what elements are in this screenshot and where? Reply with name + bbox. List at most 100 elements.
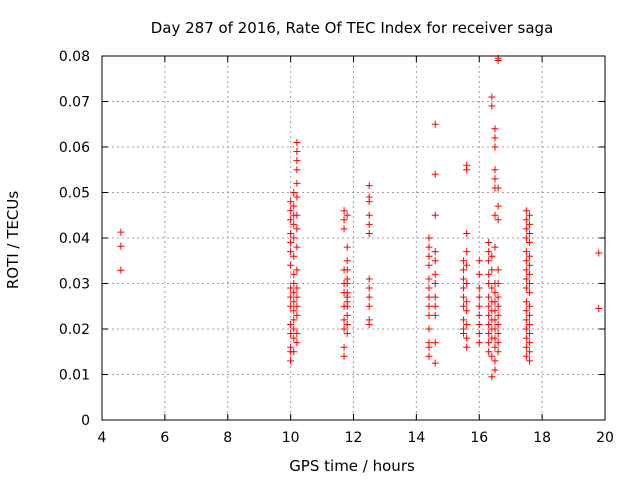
- data-point: [343, 266, 351, 274]
- data-point: [485, 339, 493, 347]
- data-point: [526, 289, 534, 297]
- data-point: [117, 228, 125, 236]
- grid: [102, 56, 605, 420]
- data-point: [485, 311, 493, 319]
- data-point: [526, 339, 534, 347]
- data-point: [293, 138, 301, 146]
- data-point: [365, 211, 373, 219]
- data-point: [485, 330, 493, 338]
- x-tick-label: 6: [160, 430, 169, 446]
- data-point: [431, 211, 439, 219]
- data-point: [463, 307, 471, 315]
- data-point: [526, 311, 534, 319]
- data-point: [460, 293, 468, 301]
- data-point: [491, 134, 499, 142]
- data-point: [491, 366, 499, 374]
- data-point: [491, 307, 499, 315]
- data-point: [431, 280, 439, 287]
- data-point: [463, 166, 471, 174]
- x-tick-label: 20: [596, 430, 614, 446]
- data-point: [293, 243, 301, 251]
- data-point: [491, 343, 499, 351]
- data-point: [431, 248, 439, 256]
- data-point: [522, 307, 530, 315]
- data-point: [365, 220, 373, 228]
- data-point: [526, 229, 534, 237]
- data-point: [365, 275, 373, 283]
- data-point: [287, 248, 295, 256]
- data-point: [526, 252, 534, 260]
- x-tick-label: 8: [223, 430, 232, 446]
- data-point: [343, 243, 351, 251]
- data-point: [463, 320, 471, 328]
- data-point: [491, 243, 499, 251]
- data-point: [425, 243, 433, 251]
- data-point: [522, 225, 530, 233]
- data-point: [463, 280, 471, 287]
- data-point: [475, 320, 483, 328]
- data-point: [425, 293, 433, 301]
- data-point: [494, 348, 502, 356]
- data-point: [340, 207, 348, 215]
- data-point: [425, 284, 433, 292]
- data-point: [485, 348, 493, 356]
- data-point: [460, 302, 468, 310]
- data-point: [526, 302, 534, 310]
- data-point: [431, 257, 439, 265]
- x-tick-label: 14: [407, 430, 425, 446]
- data-point: [485, 293, 493, 301]
- y-tick-label: 0.04: [59, 231, 90, 247]
- data-point: [287, 302, 295, 310]
- data-point: [293, 179, 301, 187]
- data-point: [425, 343, 433, 351]
- data-point: [343, 280, 351, 287]
- data-point: [343, 311, 351, 319]
- data-point: [287, 198, 295, 206]
- data-point: [494, 184, 502, 192]
- data-point: [290, 270, 298, 278]
- data-point: [431, 359, 439, 367]
- data-point: [287, 207, 295, 215]
- data-point: [494, 293, 502, 301]
- data-point: [425, 325, 433, 333]
- x-axis-label: GPS time / hours: [289, 457, 415, 475]
- data-point: [494, 280, 502, 287]
- data-point: [340, 216, 348, 224]
- data-point: [522, 325, 530, 333]
- data-point: [287, 261, 295, 269]
- data-point: [343, 302, 351, 310]
- data-point: [595, 305, 603, 313]
- data-point: [293, 148, 301, 156]
- data-point: [431, 302, 439, 310]
- x-tick-label: 10: [282, 430, 300, 446]
- data-point: [485, 320, 493, 328]
- data-point: [293, 311, 301, 319]
- data-point: [365, 284, 373, 292]
- data-point: [460, 316, 468, 324]
- x-tick-label: 16: [470, 430, 488, 446]
- data-point: [365, 229, 373, 237]
- data-point: [488, 352, 496, 360]
- data-point: [488, 102, 496, 110]
- data-point: [431, 270, 439, 278]
- y-tick-label: 0.06: [59, 140, 90, 156]
- data-point: [494, 339, 502, 347]
- data-point: [475, 311, 483, 319]
- y-axis-label: ROTI / TECUs: [4, 191, 22, 289]
- data-point: [526, 357, 534, 365]
- data-point: [491, 175, 499, 183]
- data-point: [343, 320, 351, 328]
- data-point: [340, 325, 348, 333]
- data-point: [475, 270, 483, 278]
- data-point: [526, 330, 534, 338]
- data-point: [287, 293, 295, 301]
- data-point: [365, 320, 373, 328]
- data-point: [526, 220, 534, 228]
- data-point: [522, 266, 530, 274]
- data-point: [522, 343, 530, 351]
- data-point: [463, 298, 471, 306]
- axis-ticks: 4 6 8 10 12 14 16 18 20 0 0.01 0.02 0.03 0.04 0.05 0.06…: [59, 49, 614, 446]
- data-point: [425, 234, 433, 242]
- data-point: [494, 57, 502, 65]
- data-point: [485, 302, 493, 310]
